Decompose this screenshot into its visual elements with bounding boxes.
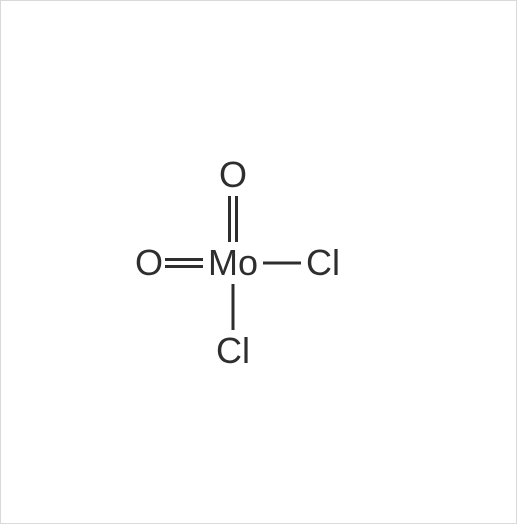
image-frame: O O Mo Cl Cl bbox=[0, 0, 517, 524]
atom-O-top: O bbox=[219, 157, 247, 193]
atom-Mo: Mo bbox=[208, 245, 258, 281]
atom-O-left: O bbox=[135, 245, 163, 281]
atom-Cl-bottom: Cl bbox=[216, 333, 250, 369]
atom-Cl-right: Cl bbox=[306, 245, 340, 281]
bond-layer bbox=[1, 1, 517, 524]
